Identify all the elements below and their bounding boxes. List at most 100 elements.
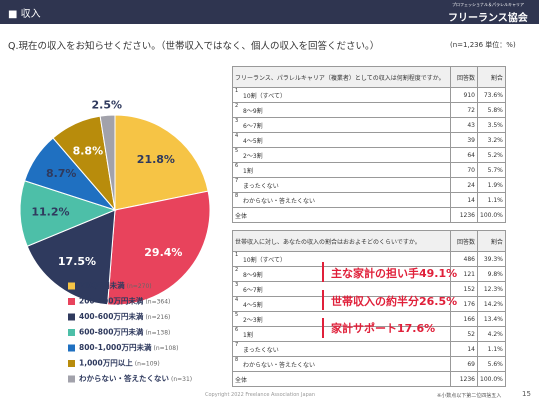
header-row: フリーランス、パラレルキャリア（複業者）としての収入は何割程度ですか。 回答数 割合 — [232, 66, 506, 88]
table-cell: 1 — [232, 87, 241, 103]
table-row: 5 2～3割 64 5.2% — [232, 147, 506, 163]
table-cell: 39 — [450, 132, 478, 148]
pie-chart: 21.8%29.4%17.5%11.2%8.7%8.8%2.5%200万円未満(… — [19, 98, 211, 383]
legend-label: 800-1,000万円未満 (n=108) — [79, 342, 178, 352]
table-row: 8 わからない・答えたくない 69 5.6% — [232, 356, 506, 372]
sample-note: (n=1,236 単位：%) — [450, 41, 516, 49]
pie-slice — [107, 190, 211, 306]
logo-sub: プロフェッショナル＆パラレルキャリア — [452, 2, 524, 7]
legend-label: 200万円未満 (n=270) — [79, 280, 152, 290]
table-row: 6 1割 52 4.2% — [232, 326, 506, 342]
table-cell: まったくない — [241, 177, 451, 193]
legend-name: 200-400万円未満 — [79, 296, 144, 306]
total-row: 全体 1236 100.0% — [232, 207, 506, 223]
table-cell: 39.3% — [477, 251, 506, 267]
table-cell: 9.8% — [477, 266, 506, 282]
value-label: 8.8% — [73, 144, 104, 157]
table-cell: 69 — [450, 356, 478, 372]
table-cell: 2～3割 — [241, 147, 451, 163]
table-cell: わからない・答えたくない — [241, 192, 451, 208]
total-row: 全体 1236 100.0% — [232, 371, 506, 387]
table-cell: 64 — [450, 147, 478, 163]
section-title: ■ 収入 — [8, 9, 41, 20]
table-cell: 3 — [232, 117, 241, 133]
table-cell: 12.3% — [477, 281, 506, 297]
header-row: 世帯収入に対し、あなたの収入の割合はおおよそどのくらいですか。 回答数 割合 — [232, 230, 506, 252]
value-label: 11.2% — [31, 206, 69, 219]
legend-n: (n=216) — [145, 314, 170, 321]
value-label: 21.8% — [137, 153, 175, 166]
table-cell: 1.9% — [477, 177, 506, 193]
table-cell: 1236 — [450, 207, 478, 223]
legend-name: 800-1,000万円未満 — [79, 342, 152, 352]
table-cell: 910 — [450, 87, 478, 103]
table-row: 7 まったくない 14 1.1% — [232, 341, 506, 357]
table-cell: 5.6% — [477, 356, 506, 372]
table-row: 8 わからない・答えたくない 14 1.1% — [232, 192, 506, 208]
table-cell: 4.2% — [477, 326, 506, 342]
table-cell: 100.0% — [477, 371, 506, 387]
legend-label: 600-800万円未満 (n=138) — [79, 327, 170, 337]
legend-n: (n=270) — [127, 283, 152, 290]
table-cell: 14 — [450, 341, 478, 357]
table-cell: 166 — [450, 311, 478, 327]
table-cell: 3.5% — [477, 117, 506, 133]
value-label: 8.7% — [46, 167, 77, 180]
table-cell: 3.2% — [477, 132, 506, 148]
table-cell: 1.1% — [477, 341, 506, 357]
legend-name: 400-600万円未満 — [79, 311, 144, 321]
legend-name: わからない・答えたくない — [79, 373, 169, 383]
table-cell: 2 — [232, 266, 241, 282]
table-row: 7 まったくない 24 1.9% — [232, 177, 506, 193]
table: 世帯収入に対し、あなたの収入の割合はおおよそどのくらいですか。 回答数 割合 1 10割… — [232, 230, 506, 387]
table-cell: 5.7% — [477, 162, 506, 178]
table-cell: 7 — [232, 341, 241, 357]
table-cell: 5 — [232, 147, 241, 163]
page-number: 15 — [522, 390, 531, 398]
legend-n: (n=31) — [171, 376, 192, 383]
legend-swatch — [68, 282, 75, 290]
table-cell: 6 — [232, 326, 241, 342]
table-cell: 13.4% — [477, 311, 506, 327]
table-cell: 70 — [450, 162, 478, 178]
table-cell: 4 — [232, 132, 241, 148]
legend-swatch — [68, 360, 75, 367]
table-cell: 43 — [450, 117, 478, 133]
logo: フリーランス協会 — [448, 13, 528, 24]
table: フリーランス、パラレルキャリア（複業者）としての収入は何割程度ですか。 回答数 割合… — [232, 66, 506, 223]
table-cell: 72 — [450, 102, 478, 118]
table-cell: 全体 — [232, 371, 451, 387]
legend-n: (n=108) — [154, 345, 179, 352]
table-cell: 24 — [450, 177, 478, 193]
table-cell: 14 — [450, 192, 478, 208]
legend-label: 400-600万円未満 (n=216) — [79, 311, 170, 321]
question: Q.現在の収入をお知らせください。（世帯収入ではなく、個人の収入を回答ください。… — [8, 41, 380, 52]
table-cell: 1 — [232, 251, 241, 267]
table-cell: 1236 — [450, 371, 478, 387]
legend-swatch — [68, 375, 75, 383]
annotation: 家計サポート17.6% — [331, 322, 436, 335]
pie-slice — [19, 180, 117, 247]
legend-name: 200万円未満 — [79, 280, 125, 290]
table-cell: 100.0% — [477, 207, 506, 223]
table-cell: 5.2% — [477, 147, 506, 163]
table-cell: 4～5割 — [241, 132, 451, 148]
copyright: Copyright 2022 Freelance Association Jap… — [205, 392, 315, 398]
legend-n: (n=364) — [145, 298, 170, 305]
legend-name: 1,000万円以上 — [79, 358, 133, 368]
table-cell: 4 — [232, 296, 241, 312]
header-cell: フリーランス、パラレルキャリア（複業者）としての収入は何割程度ですか。 — [232, 66, 451, 88]
table-row: 6 1割 70 5.7% — [232, 162, 506, 178]
table-cell: 1割 — [241, 162, 451, 178]
legend-swatch — [68, 298, 75, 305]
header-cell: 回答数 — [450, 66, 478, 88]
legend-swatch — [68, 329, 75, 336]
table-row: 2 8～9割 72 5.8% — [232, 102, 506, 118]
value-label: 2.5% — [91, 98, 122, 111]
table-cell: 10割（すべて） — [241, 87, 451, 103]
legend-n: (n=138) — [145, 329, 170, 336]
table-cell: 8 — [232, 192, 241, 208]
table-cell: 5 — [232, 311, 241, 327]
table-cell: 1.1% — [477, 192, 506, 208]
